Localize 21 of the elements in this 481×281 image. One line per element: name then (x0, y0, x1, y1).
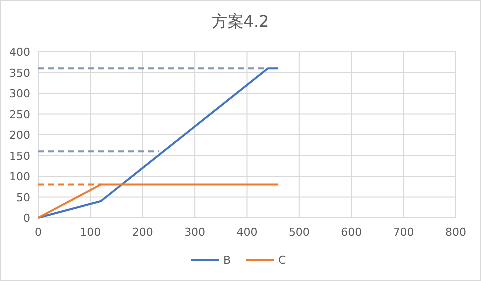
x-tick-label: 200 (132, 226, 154, 239)
y-tick-label: 350 (10, 66, 30, 80)
x-tick-label: 700 (393, 226, 414, 239)
y-tick-label: 300 (10, 88, 30, 100)
x-tick-label: 100 (80, 226, 102, 239)
chart-title: 方案4.2 (212, 12, 270, 31)
legend-label: B (224, 254, 232, 267)
y-tick-label: 200 (10, 129, 30, 142)
y-tick-label: 250 (10, 108, 30, 122)
x-tick-label: 500 (288, 226, 310, 239)
y-tick-label: 100 (10, 170, 30, 184)
x-tick-label: 0 (35, 226, 42, 239)
x-tick-label: 300 (184, 226, 206, 239)
x-tick-label: 800 (446, 226, 466, 239)
y-tick-label: 150 (10, 150, 30, 163)
y-tick-label: 400 (10, 46, 30, 59)
y-tick-label: 50 (16, 191, 30, 204)
x-tick-label: 600 (341, 226, 362, 239)
x-tick-label: 400 (236, 226, 258, 239)
legend-label: C (278, 254, 286, 267)
y-tick-label: 0 (24, 212, 30, 225)
